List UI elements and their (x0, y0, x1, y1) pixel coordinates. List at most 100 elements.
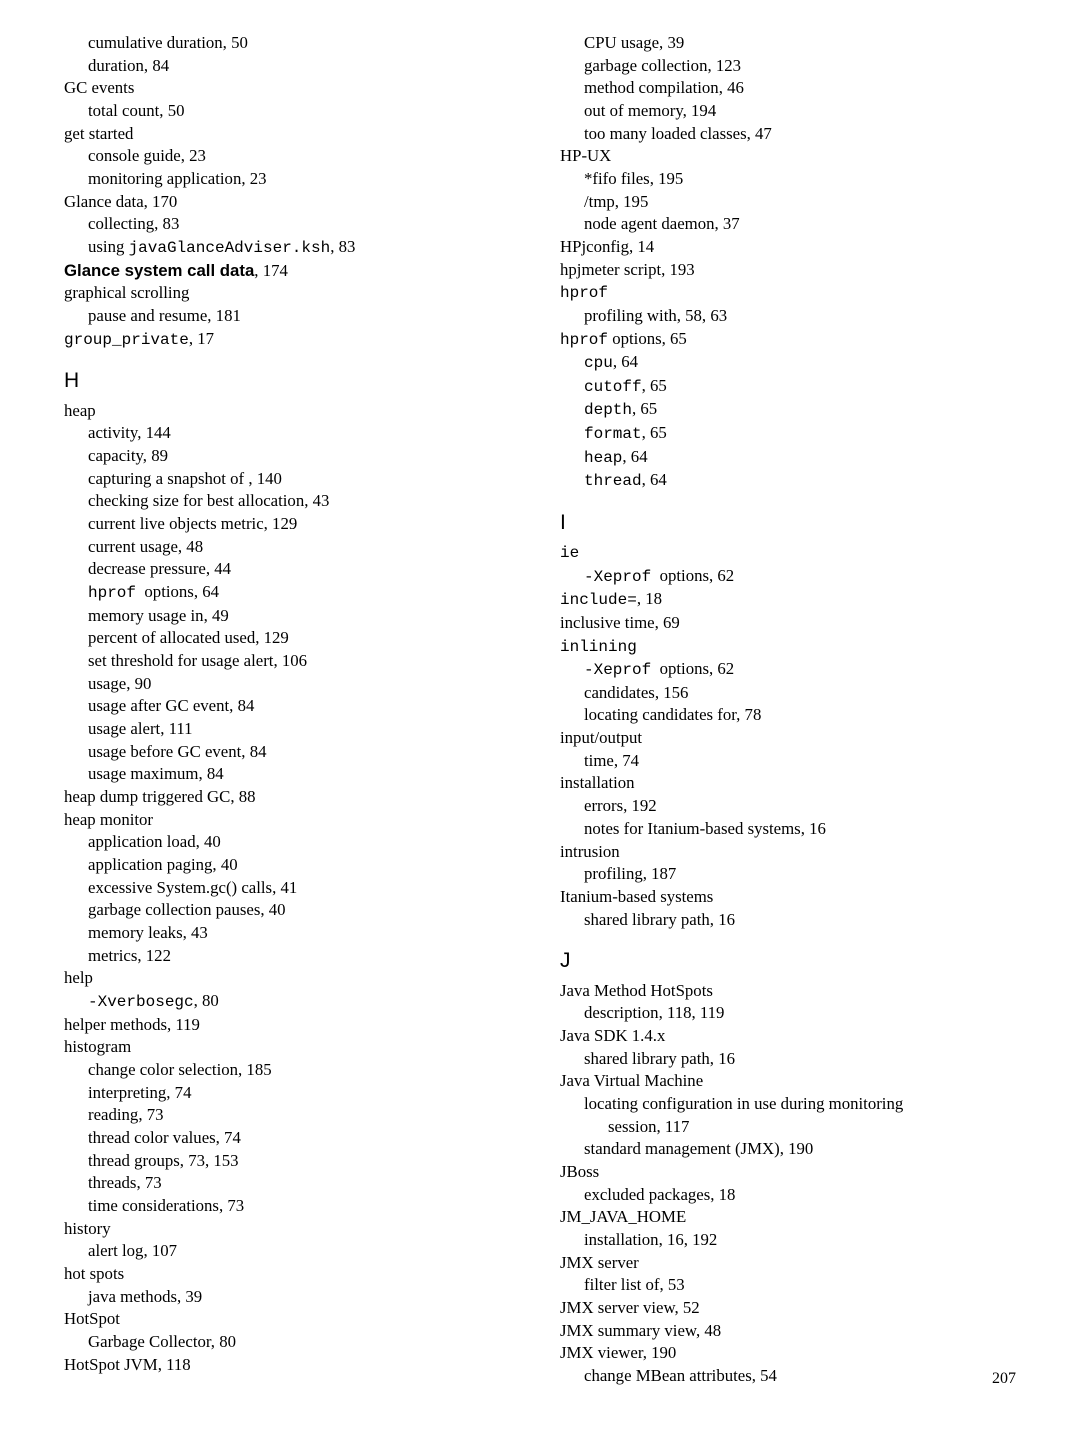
index-entry: set threshold for usage alert, 106 (88, 650, 520, 673)
index-entry: hprof options, 64 (88, 581, 520, 605)
index-entry: capturing a snapshot of , 140 (88, 468, 520, 491)
index-entry: filter list of, 53 (584, 1274, 1016, 1297)
index-entry: Glance system call data, 174 (64, 260, 520, 283)
index-entry: inlining (560, 635, 1016, 659)
index-entry: interpreting, 74 (88, 1082, 520, 1105)
index-entry: history (64, 1218, 520, 1241)
index-entry: console guide, 23 (88, 145, 520, 168)
index-entry: metrics, 122 (88, 945, 520, 968)
index-entry: hprof (560, 281, 1016, 305)
index-entry: out of memory, 194 (584, 100, 1016, 123)
index-entry: -Xverbosegc, 80 (88, 990, 520, 1014)
index-entry: thread color values, 74 (88, 1127, 520, 1150)
index-entry: *fifo files, 195 (584, 168, 1016, 191)
index-entry: total count, 50 (88, 100, 520, 123)
page-number: 207 (992, 1370, 1016, 1388)
index-entry: hot spots (64, 1263, 520, 1286)
index-entry: heap, 64 (584, 446, 1016, 470)
index-entry: histogram (64, 1036, 520, 1059)
index-entry: notes for Itanium-based systems, 16 (584, 818, 1016, 841)
right-i-block: ie-Xeprof options, 62include=, 18inclusi… (560, 541, 1016, 931)
index-entry: description, 118, 119 (584, 1002, 1016, 1025)
index-entry: heap monitor (64, 809, 520, 832)
index-entry: inclusive time, 69 (560, 612, 1016, 635)
index-entry: JBoss (560, 1161, 1016, 1184)
index-entry: helper methods, 119 (64, 1014, 520, 1037)
index-entry: memory leaks, 43 (88, 922, 520, 945)
columns: cumulative duration, 50duration, 84GC ev… (64, 32, 1016, 1388)
index-entry: using javaGlanceAdviser.ksh, 83 (88, 236, 520, 260)
index-entry: monitoring application, 23 (88, 168, 520, 191)
left-column: cumulative duration, 50duration, 84GC ev… (64, 32, 520, 1388)
index-entry: heap (64, 400, 520, 423)
index-entry: thread groups, 73, 153 (88, 1150, 520, 1173)
index-entry: application paging, 40 (88, 854, 520, 877)
index-entry: JMX viewer, 190 (560, 1342, 1016, 1365)
index-entry: installation, 16, 192 (584, 1229, 1016, 1252)
index-entry: collecting, 83 (88, 213, 520, 236)
index-entry: cpu, 64 (584, 351, 1016, 375)
index-entry: percent of allocated used, 129 (88, 627, 520, 650)
index-entry: usage after GC event, 84 (88, 695, 520, 718)
index-entry: checking size for best allocation, 43 (88, 490, 520, 513)
index-entry: too many loaded classes, 47 (584, 123, 1016, 146)
index-entry: garbage collection, 123 (584, 55, 1016, 78)
left-h-block: heapactivity, 144capacity, 89capturing a… (64, 400, 520, 1377)
index-entry: help (64, 967, 520, 990)
index-entry: Garbage Collector, 80 (88, 1331, 520, 1354)
index-entry: current live objects metric, 129 (88, 513, 520, 536)
index-entry: include=, 18 (560, 588, 1016, 612)
index-entry: change color selection, 185 (88, 1059, 520, 1082)
index-entry: GC events (64, 77, 520, 100)
index-entry: alert log, 107 (88, 1240, 520, 1263)
index-entry: method compilation, 46 (584, 77, 1016, 100)
index-entry: Java Method HotSpots (560, 980, 1016, 1003)
index-entry: CPU usage, 39 (584, 32, 1016, 55)
index-entry: HotSpot JVM, 118 (64, 1354, 520, 1377)
right-j-block: Java Method HotSpotsdescription, 118, 11… (560, 980, 1016, 1388)
index-entry: intrusion (560, 841, 1016, 864)
index-entry: locating candidates for, 78 (584, 704, 1016, 727)
index-entry: pause and resume, 181 (88, 305, 520, 328)
index-entry: change MBean attributes, 54 (584, 1365, 1016, 1388)
page-root: cumulative duration, 50duration, 84GC ev… (0, 0, 1080, 1416)
index-entry: application load, 40 (88, 831, 520, 854)
index-entry: Java SDK 1.4.x (560, 1025, 1016, 1048)
index-entry: group_private, 17 (64, 328, 520, 352)
left-block: cumulative duration, 50duration, 84GC ev… (64, 32, 520, 351)
index-entry: threads, 73 (88, 1172, 520, 1195)
index-entry: decrease pressure, 44 (88, 558, 520, 581)
index-entry: /tmp, 195 (584, 191, 1016, 214)
index-entry: usage alert, 111 (88, 718, 520, 741)
index-entry: locating configuration in use during mon… (584, 1093, 1016, 1116)
section-header-h: H (64, 367, 520, 395)
index-entry: -Xeprof options, 62 (584, 565, 1016, 589)
index-entry: time considerations, 73 (88, 1195, 520, 1218)
section-header-j: J (560, 947, 1016, 975)
index-entry: java methods, 39 (88, 1286, 520, 1309)
index-entry: node agent daemon, 37 (584, 213, 1016, 236)
index-entry: candidates, 156 (584, 682, 1016, 705)
index-entry: usage, 90 (88, 673, 520, 696)
index-entry: cutoff, 65 (584, 375, 1016, 399)
index-entry: errors, 192 (584, 795, 1016, 818)
index-entry: shared library path, 16 (584, 909, 1016, 932)
index-entry: shared library path, 16 (584, 1048, 1016, 1071)
index-entry: thread, 64 (584, 469, 1016, 493)
index-entry: JMX server view, 52 (560, 1297, 1016, 1320)
index-entry: current usage, 48 (88, 536, 520, 559)
right-column: CPU usage, 39garbage collection, 123meth… (560, 32, 1016, 1388)
index-entry: time, 74 (584, 750, 1016, 773)
index-entry: JM_JAVA_HOME (560, 1206, 1016, 1229)
index-entry: cumulative duration, 50 (88, 32, 520, 55)
right-top-block: CPU usage, 39garbage collection, 123meth… (560, 32, 1016, 493)
index-entry: Itanium-based systems (560, 886, 1016, 909)
index-entry: installation (560, 772, 1016, 795)
index-entry: heap dump triggered GC, 88 (64, 786, 520, 809)
index-entry: memory usage in, 49 (88, 605, 520, 628)
index-entry: usage maximum, 84 (88, 763, 520, 786)
index-entry: HPjconfig, 14 (560, 236, 1016, 259)
index-entry: depth, 65 (584, 398, 1016, 422)
index-entry: reading, 73 (88, 1104, 520, 1127)
index-entry: Glance data, 170 (64, 191, 520, 214)
